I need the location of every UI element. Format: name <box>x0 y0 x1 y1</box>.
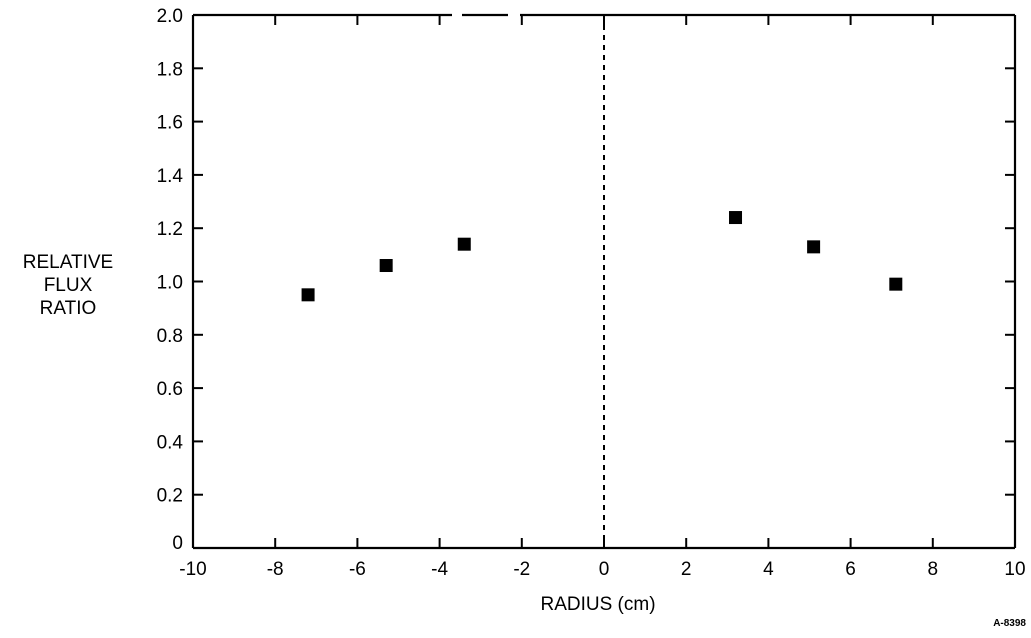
data-points <box>301 211 903 302</box>
y-tick-label: 1.6 <box>157 113 183 134</box>
y-tick-label: 1.8 <box>157 59 183 80</box>
y-axis-label-line-1: RELATIVE <box>23 252 113 273</box>
data-point <box>807 240 821 254</box>
x-tick-label: -10 <box>179 559 206 580</box>
x-tick-label: -4 <box>431 559 448 580</box>
y-tick-label: 0.6 <box>157 379 183 400</box>
x-tick-label: 8 <box>928 559 939 580</box>
x-tick-label: 10 <box>1004 559 1025 580</box>
y-tick-label: 1.2 <box>157 219 183 240</box>
data-point <box>301 288 315 302</box>
x-tick-label: 2 <box>681 559 692 580</box>
data-point <box>729 211 743 225</box>
y-tick-label: 1.0 <box>157 273 183 294</box>
data-point <box>889 277 903 291</box>
x-tick-label: 4 <box>763 559 774 580</box>
y-tick-label: 0.8 <box>157 326 183 347</box>
y-tick-label: 0 <box>172 533 183 554</box>
x-tick-label: -8 <box>267 559 284 580</box>
data-point <box>457 237 471 251</box>
x-tick-label: -2 <box>513 559 530 580</box>
y-axis-label-line-2: FLUX <box>44 275 93 296</box>
y-tick-label: 2.0 <box>157 6 183 27</box>
y-axis-label-line-3: RATIO <box>40 298 97 319</box>
x-tick-label: -6 <box>349 559 366 580</box>
x-axis-label: RADIUS (cm) <box>540 594 655 615</box>
y-tick-label: 0.2 <box>157 486 183 507</box>
figure-id: A-8398 <box>993 618 1026 629</box>
x-tick-label: 6 <box>845 559 856 580</box>
x-tick-labels: -10 -8 -6 -4 -2 0 2 4 6 8 10 <box>179 559 1025 580</box>
y-tick-labels: 0 0.2 0.4 0.6 0.8 1.0 1.2 1.4 1.6 1.8 2.0 <box>157 6 184 554</box>
y-tick-label: 1.4 <box>157 166 184 187</box>
x-tick-label: 0 <box>599 559 610 580</box>
y-tick-label: 0.4 <box>157 432 184 453</box>
ticks-layer <box>193 15 1015 548</box>
data-point <box>379 259 393 273</box>
